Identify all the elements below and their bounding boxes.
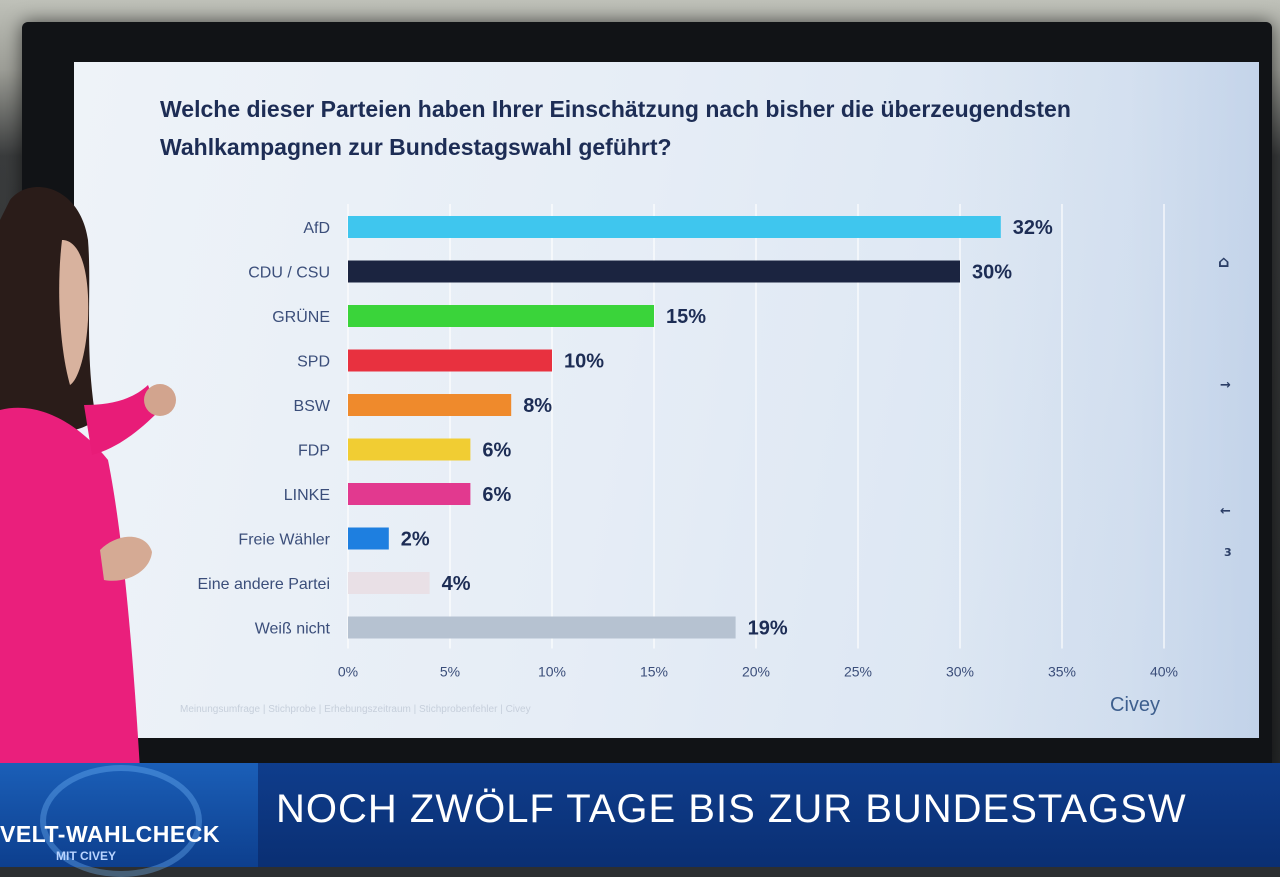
x-tick-label: 15% xyxy=(640,664,668,680)
category-label: Weiß nicht xyxy=(255,621,331,638)
data-label: 19% xyxy=(748,618,788,640)
presenter-hand xyxy=(144,384,176,416)
x-tick-label: 5% xyxy=(440,664,460,680)
presenter-hand-lower xyxy=(100,536,152,581)
data-label: 30% xyxy=(972,262,1012,284)
category-label: BSW xyxy=(294,398,331,415)
x-tick-label: 30% xyxy=(946,664,974,680)
x-tick-label: 10% xyxy=(538,664,566,680)
arrow-left-icon[interactable]: ← xyxy=(1220,504,1231,519)
home-icon[interactable]: ⌂ xyxy=(1218,252,1230,271)
presenter xyxy=(0,187,176,770)
news-ticker: NOCH ZWÖLF TAGE BIS ZUR BUNDESTAGSW xyxy=(276,787,1187,831)
category-label: AfD xyxy=(303,220,330,237)
x-tick-label: 35% xyxy=(1048,664,1076,680)
bar xyxy=(348,394,512,416)
data-label: 6% xyxy=(482,484,511,506)
page-number: 3 xyxy=(1224,546,1232,559)
arrow-right-icon[interactable]: → xyxy=(1220,378,1231,393)
x-tick-label: 0% xyxy=(338,664,358,680)
data-label: 15% xyxy=(666,306,706,328)
show-logo-panel: VELT-WAHLCHECK MIT CIVEY xyxy=(0,763,258,877)
data-label: 6% xyxy=(482,440,511,462)
data-label: 2% xyxy=(401,529,430,551)
bar-chart: 0% 5% 10% 15% 20% 25% 30% 35% 40% AfD 32% CDU / CSU… xyxy=(197,204,1178,680)
x-tick-label: 25% xyxy=(844,664,872,680)
chart-footnote: Meinungsumfrage | Stichprobe | Erhebungs… xyxy=(180,704,531,715)
category-label: LINKE xyxy=(284,487,330,504)
data-label: 10% xyxy=(564,351,604,373)
chart-screen: Welche dieser Parteien haben Ihrer Einsc… xyxy=(74,62,1259,738)
bar xyxy=(348,572,430,594)
x-tick-label: 20% xyxy=(742,664,770,680)
category-label: FDP xyxy=(298,443,330,460)
chart-title: Welche dieser Parteien haben Ihrer Einsc… xyxy=(160,96,1071,160)
data-label: 4% xyxy=(442,573,471,595)
category-label: Freie Wähler xyxy=(238,532,330,549)
bar xyxy=(348,216,1001,238)
category-label: CDU / CSU xyxy=(248,265,330,282)
bar xyxy=(348,527,389,550)
bar xyxy=(348,349,552,372)
data-label: 8% xyxy=(523,395,552,417)
bar xyxy=(348,483,471,505)
category-label: SPD xyxy=(297,354,330,371)
data-label: 32% xyxy=(1013,217,1053,239)
display-monitor: Welche dieser Parteien haben Ihrer Einsc… xyxy=(22,22,1272,774)
show-subtitle: MIT CIVEY xyxy=(56,849,117,863)
presenter-face xyxy=(59,240,89,385)
bar xyxy=(348,260,960,283)
category-label: Eine andere Partei xyxy=(197,576,330,593)
screen-glare xyxy=(939,62,1259,738)
category-label: GRÜNE xyxy=(272,308,330,326)
bar xyxy=(348,438,471,461)
bar xyxy=(348,305,654,327)
bar xyxy=(348,616,736,639)
presenter-arm xyxy=(84,385,158,455)
presenter-jacket xyxy=(0,407,140,770)
civey-logo: Civey xyxy=(1110,694,1161,716)
show-title: VELT-WAHLCHECK xyxy=(0,821,220,847)
news-banner: VELT-WAHLCHECK MIT CIVEY NOCH ZWÖLF TAGE… xyxy=(0,763,1280,877)
x-tick-label: 40% xyxy=(1150,664,1178,680)
